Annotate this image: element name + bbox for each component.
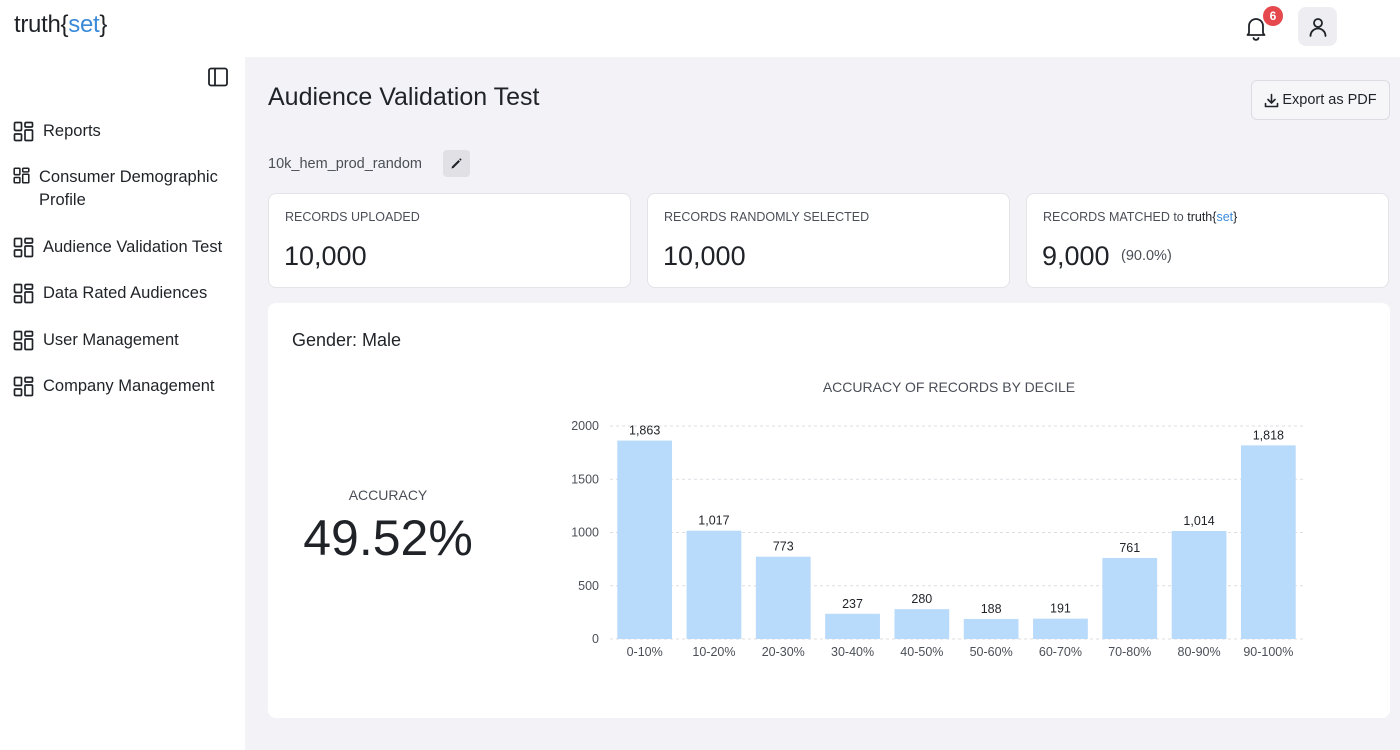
logo[interactable]: truth{set}	[14, 11, 107, 39]
sidebar-item-audience-validation-test[interactable]: Audience Validation Test	[13, 236, 222, 259]
dashboard-icon	[13, 376, 34, 397]
bar-40-50%[interactable]	[894, 609, 950, 639]
stat-value: 9,000	[1042, 241, 1110, 271]
chart-title: ACCURACY OF RECORDS BY DECILE	[823, 379, 1075, 395]
stat-label: RECORDS RANDOMLY SELECTED	[664, 210, 870, 224]
bell-icon[interactable]	[1240, 12, 1272, 44]
y-tick-label: 2000	[571, 419, 599, 433]
user-menu-button[interactable]	[1298, 7, 1337, 46]
x-tick-label: 20-30%	[762, 645, 805, 659]
y-tick-label: 0	[592, 632, 599, 646]
dashboard-icon	[13, 237, 34, 258]
x-tick-label: 40-50%	[900, 645, 943, 659]
inline-logo-accent: set	[1216, 210, 1234, 224]
main-content: Audience Validation Test Export as PDF 1…	[245, 57, 1400, 750]
y-tick-label: 500	[578, 579, 599, 593]
logo-accent: set	[68, 11, 100, 38]
sidebar-item-label: User Management	[43, 331, 179, 349]
dashboard-icon	[13, 330, 34, 351]
stat-card-records-uploaded: RECORDS UPLOADED 10,000	[268, 193, 631, 288]
edit-file-name-button[interactable]	[443, 150, 470, 177]
bar-10-20%[interactable]	[686, 530, 742, 639]
inline-logo: truth{set}	[1187, 210, 1237, 224]
pencil-icon	[451, 158, 462, 169]
stat-card-records-randomly-selected: RECORDS RANDOMLY SELECTED 10,000	[647, 193, 1010, 288]
bar-30-40%[interactable]	[825, 613, 880, 639]
logo-brace-open: {	[60, 11, 69, 38]
sidebar-toggle-icon[interactable]	[207, 66, 229, 88]
stat-value: 10,000	[663, 241, 746, 271]
export-pdf-button[interactable]: Export as PDF	[1251, 80, 1390, 120]
bar-value-label: 237	[842, 597, 863, 611]
bar-value-label: 188	[981, 602, 1002, 616]
accuracy-label: ACCURACY	[348, 487, 428, 503]
export-pdf-label: Export as PDF	[1282, 92, 1377, 108]
dashboard-icon	[13, 167, 30, 184]
stat-label: RECORDS UPLOADED	[285, 210, 420, 224]
bar-50-60%[interactable]	[963, 618, 1019, 639]
x-tick-label: 0-10%	[627, 645, 663, 659]
file-name: 10k_hem_prod_random	[268, 156, 422, 172]
section-title: Gender: Male	[292, 330, 402, 350]
x-tick-label: 90-100%	[1243, 645, 1293, 659]
stat-label-container: RECORDS MATCHED to truth{set}	[1043, 210, 1237, 224]
sidebar-item-label: Data Rated Audiences	[43, 284, 208, 302]
bar-value-label: 280	[911, 592, 932, 606]
bar-layer: 1,863 0-10% 1,017 10-20% 773 20-30% 237 30-40% 2…	[617, 424, 1296, 659]
logo-text: truth	[14, 11, 61, 38]
x-tick-label: 70-80%	[1108, 645, 1151, 659]
dashboard-icon	[13, 121, 34, 142]
sidebar-item-company-management[interactable]: Company Management	[13, 375, 215, 398]
inline-logo-text: truth	[1187, 210, 1213, 224]
page-title: Audience Validation Test	[268, 83, 540, 111]
x-tick-label: 50-60%	[970, 645, 1013, 659]
sidebar-item-user-management[interactable]: User Management	[13, 329, 179, 352]
bar-80-90%[interactable]	[1171, 531, 1227, 639]
x-tick-label: 10-20%	[692, 645, 735, 659]
x-tick-label: 80-90%	[1178, 645, 1221, 659]
sidebar-item-consumer-demographic-profile[interactable]: Consumer Demographic Profile	[13, 166, 233, 212]
logo-brace-close: }	[99, 11, 108, 38]
stat-label: RECORDS MATCHED to	[1043, 210, 1184, 224]
dashboard-icon	[13, 283, 34, 304]
bar-90-100%[interactable]	[1240, 445, 1296, 639]
stat-card-records-matched: RECORDS MATCHED to truth{set} 9,000 (90.…	[1026, 193, 1389, 288]
user-icon	[1309, 17, 1326, 37]
x-tick-label: 30-40%	[831, 645, 874, 659]
sidebar: Reports Consumer Demographic Profile Aud…	[0, 57, 245, 750]
y-tick-label: 1000	[571, 526, 599, 540]
bar-value-label: 1,017	[698, 514, 729, 528]
inline-logo-brace-open: {	[1212, 210, 1217, 224]
bar-20-30%[interactable]	[755, 556, 811, 639]
bar-60-70%[interactable]	[1033, 618, 1088, 639]
y-tick-label: 1500	[571, 472, 599, 486]
sidebar-item-label: Company Management	[43, 377, 215, 395]
bar-70-80%[interactable]	[1102, 557, 1158, 639]
decile-accuracy-chart: ACCURACY OF RECORDS BY DECILE 0 500 1000 15…	[571, 379, 1303, 659]
x-tick-label: 60-70%	[1039, 645, 1082, 659]
accuracy-value: 49.52%	[303, 510, 473, 566]
bar-value-label: 773	[773, 540, 794, 554]
download-icon	[1265, 93, 1279, 107]
bar-value-label: 1,014	[1183, 514, 1214, 528]
bar-value-label: 191	[1050, 602, 1071, 616]
notification-badge: 6	[1263, 6, 1283, 26]
stat-value: 10,000	[284, 241, 367, 271]
sidebar-item-reports[interactable]: Reports	[13, 120, 101, 143]
bar-value-label: 1,863	[629, 424, 660, 438]
bar-value-label: 761	[1119, 541, 1140, 555]
top-bar: truth{set} 6	[0, 0, 1400, 57]
sidebar-item-label: Reports	[43, 122, 101, 140]
sidebar-item-data-rated-audiences[interactable]: Data Rated Audiences	[13, 282, 207, 305]
sidebar-item-label: Consumer Demographic Profile	[39, 168, 218, 209]
bar-0-10%[interactable]	[617, 440, 673, 639]
inline-logo-brace-close: }	[1233, 210, 1238, 224]
bar-value-label: 1,818	[1253, 428, 1284, 442]
stat-percent: (90.0%)	[1121, 248, 1172, 264]
sidebar-item-label: Audience Validation Test	[43, 238, 223, 256]
gender-section-card: Gender: Male ACCURACY 49.52% ACCURACY OF…	[268, 303, 1390, 718]
